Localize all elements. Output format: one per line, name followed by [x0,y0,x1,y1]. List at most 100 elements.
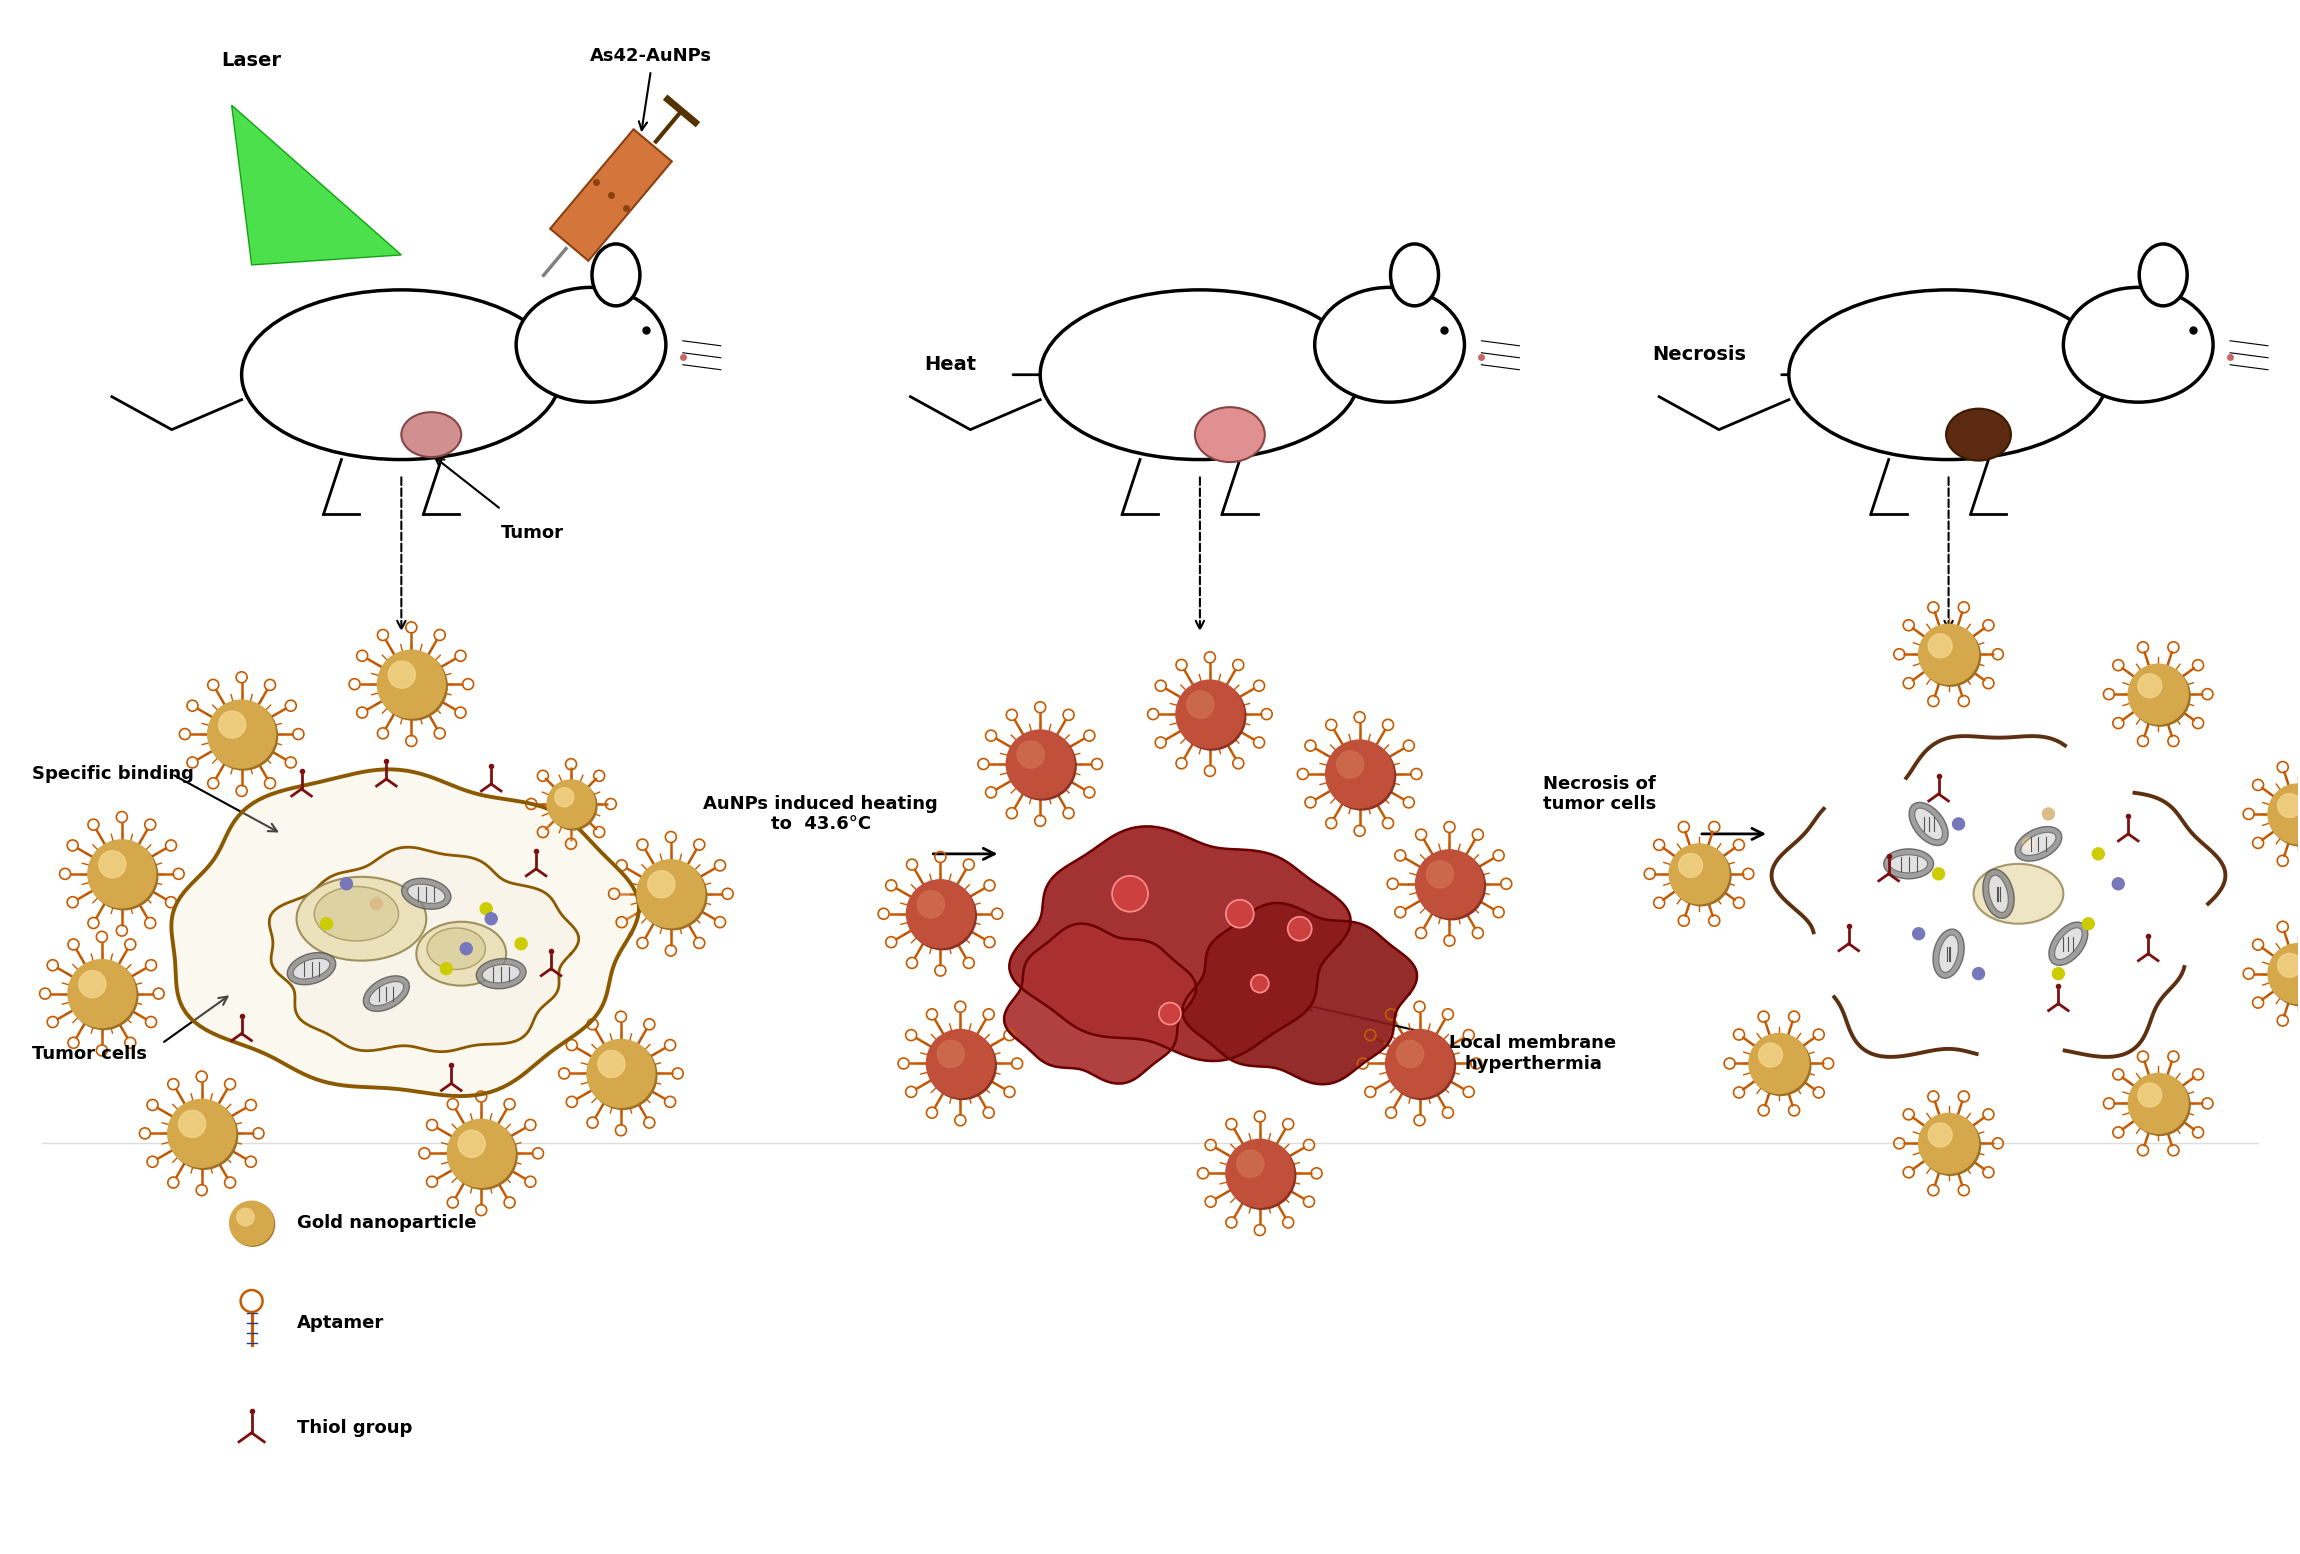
Circle shape [1288,917,1311,940]
Circle shape [589,1041,658,1110]
Circle shape [1750,1035,1810,1096]
Circle shape [1178,682,1247,751]
Circle shape [2268,783,2300,844]
Circle shape [2137,674,2162,698]
Ellipse shape [1939,936,1957,973]
Ellipse shape [1932,929,1964,979]
Circle shape [1748,1033,1808,1094]
Circle shape [69,960,136,1027]
Text: Thiol group: Thiol group [297,1419,412,1437]
Ellipse shape [288,953,336,985]
Text: Laser: Laser [221,51,281,70]
Circle shape [170,1102,237,1169]
Circle shape [1159,1002,1180,1024]
Circle shape [1175,681,1244,747]
Circle shape [446,1119,515,1187]
Circle shape [637,859,704,928]
Circle shape [448,1122,518,1189]
Polygon shape [172,769,639,1096]
Ellipse shape [2015,827,2061,861]
Ellipse shape [1909,802,1948,845]
Circle shape [547,780,596,828]
Ellipse shape [1891,855,1927,873]
Circle shape [320,918,334,929]
Circle shape [2270,786,2300,845]
Ellipse shape [407,884,444,903]
Circle shape [458,1130,485,1158]
Text: Local membrane
hyperthermia: Local membrane hyperthermia [1449,1033,1617,1072]
Polygon shape [550,129,672,261]
Circle shape [1670,844,1730,904]
Text: As42-AuNPs: As42-AuNPs [589,47,713,65]
Text: Gold nanoparticle: Gold nanoparticle [297,1214,476,1232]
Circle shape [209,702,278,771]
Ellipse shape [1983,869,2015,918]
Circle shape [1918,625,1978,684]
Circle shape [2042,808,2054,821]
Circle shape [1226,1139,1293,1207]
Circle shape [90,842,159,909]
Circle shape [2052,968,2065,979]
Text: Tumor: Tumor [501,524,564,542]
Ellipse shape [1916,808,1944,839]
Circle shape [2137,1083,2162,1106]
Circle shape [230,1201,274,1245]
Circle shape [906,880,975,948]
Circle shape [218,712,246,738]
Circle shape [1918,1113,1978,1173]
Circle shape [1017,741,1044,768]
Circle shape [168,1099,235,1167]
Ellipse shape [363,976,409,1012]
Circle shape [649,870,674,898]
Circle shape [1932,867,1944,880]
Circle shape [1672,845,1732,906]
Ellipse shape [315,886,398,942]
Circle shape [1927,634,1953,657]
Circle shape [1426,861,1454,887]
Ellipse shape [242,291,561,460]
Circle shape [370,898,382,909]
Ellipse shape [292,959,329,979]
Circle shape [639,862,706,929]
Ellipse shape [2063,287,2213,402]
Circle shape [1007,730,1074,797]
Circle shape [2093,848,2104,859]
Text: Specific binding: Specific binding [32,765,193,783]
Circle shape [1679,853,1702,878]
Circle shape [179,1110,205,1138]
Ellipse shape [1316,287,1465,402]
Circle shape [2111,878,2125,890]
Circle shape [2277,953,2300,977]
Circle shape [1973,968,1985,979]
Polygon shape [1010,827,1350,1061]
Ellipse shape [1946,409,2010,460]
Circle shape [2277,794,2300,817]
Circle shape [99,850,126,878]
Circle shape [1228,1141,1295,1209]
Ellipse shape [1392,244,1438,306]
Ellipse shape [1789,291,2109,460]
Circle shape [1327,743,1396,810]
Circle shape [1920,626,1980,687]
Circle shape [230,1203,274,1246]
Circle shape [929,1032,996,1099]
Circle shape [2082,918,2095,929]
Ellipse shape [2139,244,2187,306]
Ellipse shape [476,959,527,988]
Ellipse shape [1884,848,1934,880]
Circle shape [908,881,975,949]
Ellipse shape [1196,407,1265,462]
Text: AuNPs induced heating
to  43.6°C: AuNPs induced heating to 43.6°C [704,794,938,833]
Circle shape [481,903,492,915]
Circle shape [2130,667,2190,726]
Circle shape [1226,900,1254,928]
Ellipse shape [515,287,667,402]
Circle shape [380,653,446,720]
Ellipse shape [2054,928,2082,959]
Ellipse shape [591,244,639,306]
Circle shape [515,937,527,949]
Circle shape [1385,1030,1454,1097]
Circle shape [460,943,471,954]
Circle shape [2270,946,2300,1005]
Ellipse shape [2049,922,2088,965]
